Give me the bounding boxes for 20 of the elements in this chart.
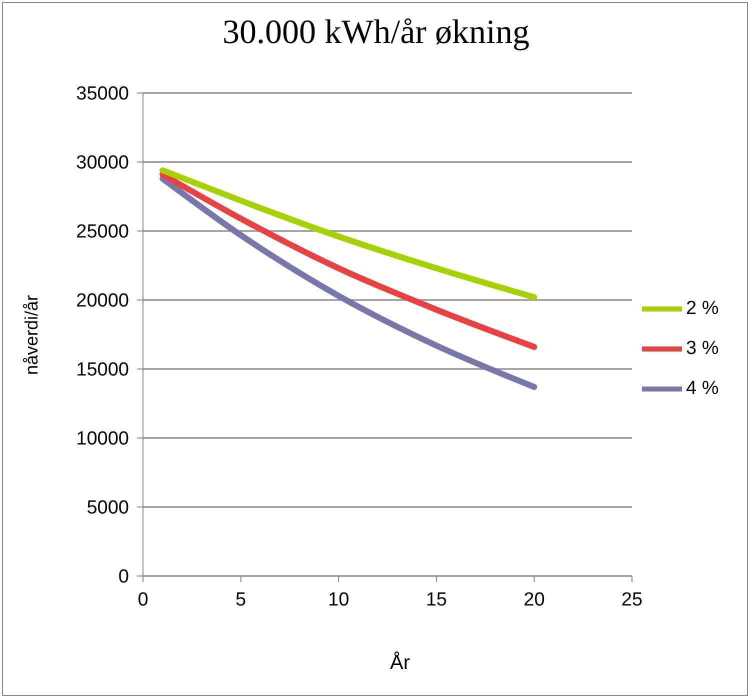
y-tick-label: 30000: [76, 152, 129, 174]
y-tick-label: 15000: [76, 360, 129, 381]
x-tick-label: 15: [426, 589, 447, 610]
x-tick-label: 0: [138, 589, 148, 610]
y-tick-label: 10000: [76, 428, 129, 450]
y-tick-label: 0: [118, 566, 129, 588]
x-axis-title: År: [389, 652, 411, 675]
x-tick-label: 10: [328, 589, 350, 610]
x-tick-label: 25: [621, 589, 643, 610]
y-tick-label: 35000: [76, 84, 129, 105]
legend-label: 4 %: [686, 378, 719, 400]
y-tick-label: 5000: [86, 498, 129, 519]
x-tick-label: 20: [524, 589, 545, 610]
legend-label: 2 %: [686, 298, 719, 320]
y-axis-title: nåverdi/år: [22, 294, 42, 376]
x-tick-label: 5: [236, 589, 246, 610]
y-tick-label: 20000: [76, 290, 129, 312]
legend-label: 3 %: [686, 338, 719, 360]
y-tick-label: 25000: [76, 222, 129, 243]
chart-title: 30.000 kWh/år økning: [222, 14, 530, 52]
